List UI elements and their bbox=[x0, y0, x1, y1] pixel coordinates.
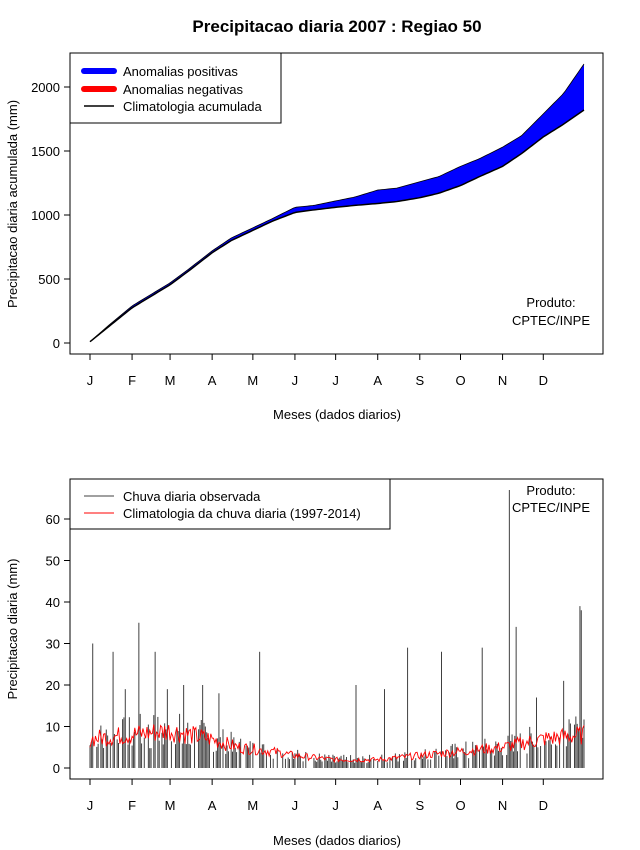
plot2-xlabel: Meses (dados diarios) bbox=[273, 833, 401, 848]
y-tick-label: 2000 bbox=[31, 80, 60, 95]
x-tick-label-O: O bbox=[455, 798, 465, 813]
plot1-credit-line2: CPTEC/INPE bbox=[512, 313, 590, 328]
daily-chart: 0 10 20 30 40 50 60 J F M A M J J A S O N D Meses (dados … bbox=[5, 478, 604, 848]
y-tick-label: 0 bbox=[53, 761, 60, 776]
x-tick-label-F: F bbox=[128, 798, 136, 813]
x-tick-label-J: J bbox=[87, 798, 94, 813]
x-tick-label-A: A bbox=[208, 373, 217, 388]
y-tick-label: 1500 bbox=[31, 144, 60, 159]
x-tick-label-J: J bbox=[332, 373, 339, 388]
plot1-ylabel: Precipitacao diaria acumulada (mm) bbox=[5, 100, 20, 308]
plot1-credit-line1: Produto: bbox=[526, 295, 575, 310]
y-tick-label: 500 bbox=[38, 272, 60, 287]
positive-anomaly-area bbox=[90, 63, 584, 342]
daily-climatology-line bbox=[89, 724, 585, 764]
x-tick-label-D: D bbox=[539, 798, 548, 813]
x-tick-label-J: J bbox=[87, 373, 94, 388]
x-tick-label-D: D bbox=[539, 373, 548, 388]
y-tick-label: 60 bbox=[46, 512, 60, 527]
legend-negative-label: Anomalias negativas bbox=[123, 82, 243, 97]
y-tick-label: 50 bbox=[46, 554, 60, 569]
x-tick-label-J: J bbox=[292, 373, 299, 388]
x-tick-label-A: A bbox=[373, 798, 382, 813]
plot2-legend-box bbox=[69, 478, 391, 530]
climatology-accumulated-line bbox=[89, 109, 585, 343]
plot2-credit-line1: Produto: bbox=[526, 483, 575, 498]
x-tick-label-M: M bbox=[165, 373, 176, 388]
legend-climatology-label: Climatologia acumulada bbox=[123, 99, 263, 114]
plot2-legend: Chuva diaria observada Climatologia da c… bbox=[69, 478, 391, 530]
y-tick-label: 30 bbox=[46, 637, 60, 652]
accumulated-chart: 0 500 1000 1500 2000 J F M A M J J A S O N D Meses (dad… bbox=[5, 52, 604, 422]
x-tick-label-S: S bbox=[415, 373, 424, 388]
figure-title: Precipitacao diaria 2007 : Regiao 50 bbox=[192, 17, 481, 36]
legend-observed-label: Chuva diaria observada bbox=[123, 489, 261, 504]
x-tick-label-N: N bbox=[498, 373, 507, 388]
plot1-xlabel: Meses (dados diarios) bbox=[273, 407, 401, 422]
legend-positive-label: Anomalias positivas bbox=[123, 64, 238, 79]
x-tick-label-J: J bbox=[292, 798, 299, 813]
x-tick-label-O: O bbox=[455, 373, 465, 388]
plot2-ylabel: Precipitacao diaria (mm) bbox=[5, 559, 20, 700]
y-tick-label: 20 bbox=[46, 678, 60, 693]
x-tick-label-N: N bbox=[498, 798, 507, 813]
x-tick-label-M: M bbox=[247, 798, 258, 813]
y-tick-label: 1000 bbox=[31, 208, 60, 223]
x-tick-label-A: A bbox=[373, 373, 382, 388]
x-tick-label-J: J bbox=[332, 798, 339, 813]
x-tick-label-M: M bbox=[247, 373, 258, 388]
legend-daily-clim-label: Climatologia da chuva diaria (1997-2014) bbox=[123, 506, 361, 521]
y-tick-label: 10 bbox=[46, 720, 60, 735]
plot2-credit-line2: CPTEC/INPE bbox=[512, 500, 590, 515]
y-tick-label: 0 bbox=[53, 336, 60, 351]
x-tick-label-S: S bbox=[415, 798, 424, 813]
x-tick-label-M: M bbox=[165, 798, 176, 813]
y-tick-label: 40 bbox=[46, 595, 60, 610]
observed-accumulated-line bbox=[89, 63, 585, 343]
x-tick-label-A: A bbox=[208, 798, 217, 813]
plot1-legend: Anomalias positivas Anomalias negativas … bbox=[69, 52, 282, 124]
x-tick-label-F: F bbox=[128, 373, 136, 388]
